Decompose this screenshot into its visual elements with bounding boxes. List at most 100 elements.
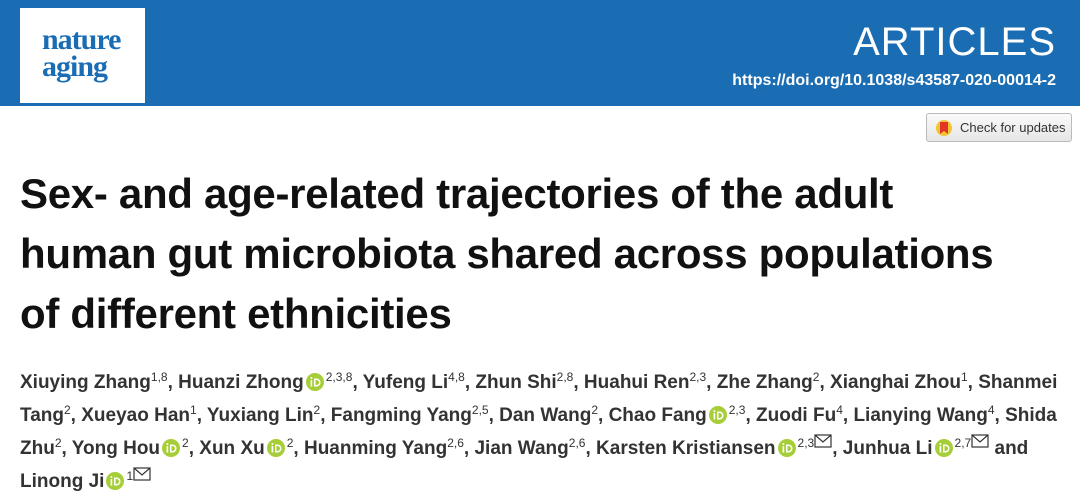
author-name[interactable]: Huanzi Zhong — [178, 372, 304, 393]
author: Junhua Li 2,7 — [842, 434, 989, 459]
author-name[interactable]: Yong Hou — [71, 438, 161, 459]
orcid-icon[interactable] — [708, 406, 727, 424]
logo-bottom: aging — [42, 50, 108, 83]
doi-link[interactable]: https://doi.org/10.1038/s43587-020-00014… — [732, 72, 1056, 89]
check-updates-button[interactable]: Check for updates — [926, 113, 1072, 142]
author: Huahui Ren2,3 — [583, 370, 707, 393]
separator: , — [320, 405, 326, 426]
author: Xun Xu 2 — [199, 436, 294, 459]
affiliation: 2,3 — [689, 370, 707, 384]
author-name[interactable]: Jian Wang — [474, 438, 569, 459]
header-band — [0, 0, 1080, 106]
affiliation: 2 — [313, 403, 321, 417]
author: Yuxiang Lin2 — [206, 403, 321, 426]
affiliation: 4 — [987, 403, 995, 417]
author: Fangming Yang2,5 — [330, 404, 489, 426]
email-icon[interactable] — [814, 434, 832, 448]
author-name[interactable]: Zhun Shi — [475, 372, 557, 393]
author-name[interactable]: Xueyao Han — [81, 405, 190, 426]
author-name[interactable]: Xianghai Zhou — [830, 372, 961, 393]
orcid-icon[interactable] — [777, 439, 796, 457]
separator: , — [832, 438, 838, 459]
affiliation: 2 — [591, 403, 599, 417]
author: Linong Ji 1 — [20, 467, 151, 492]
author-name[interactable]: Yufeng Li — [362, 372, 449, 393]
separator: , — [819, 372, 825, 393]
separator: , — [293, 438, 299, 459]
separator: , — [585, 438, 591, 459]
affiliation: 4,8 — [448, 370, 465, 384]
affiliation: 2,3 — [728, 403, 746, 417]
separator: , — [842, 405, 849, 426]
separator: , — [706, 372, 712, 393]
separator: , — [994, 405, 1000, 426]
affiliation: 2 — [286, 436, 294, 450]
affiliation: 2 — [182, 436, 189, 450]
affiliation: 2,6 — [568, 436, 586, 450]
author-name[interactable]: Linong Ji — [20, 471, 105, 492]
author: Xianghai Zhou1 — [830, 370, 968, 393]
author-list: Xiuying Zhang1,8, Huanzi Zhong 2,3,8, Yuf… — [20, 366, 1070, 498]
author-name[interactable]: Lianying Wang — [853, 405, 988, 426]
separator: , — [967, 372, 973, 393]
check-updates-icon — [936, 119, 952, 136]
orcid-icon[interactable] — [266, 439, 285, 457]
author-name[interactable]: Xun Xu — [199, 438, 265, 459]
separator: , — [196, 405, 202, 426]
article-title: Sex- and age-related trajectories of the… — [20, 164, 994, 344]
author-name[interactable]: Shida Zhu — [20, 405, 1057, 459]
journal-logo[interactable]: nature aging — [20, 8, 145, 103]
separator: , — [463, 438, 470, 459]
affiliation: 2,6 — [447, 436, 464, 450]
author: Jian Wang2,6 — [474, 436, 586, 459]
title-line: Sex- and age-related trajectories of the… — [20, 170, 894, 217]
author-name[interactable]: Huanming Yang — [303, 438, 448, 459]
email-icon[interactable] — [971, 434, 989, 448]
author-name[interactable]: Shanmei Tang — [20, 372, 1058, 426]
orcid-icon[interactable] — [305, 373, 324, 391]
affiliation: 2 — [54, 436, 62, 450]
affiliation: 1 — [126, 469, 134, 483]
author-name[interactable]: Chao Fang — [608, 405, 707, 426]
title-line: human gut microbiota shared across popul… — [20, 230, 994, 277]
affiliation: 2,8 — [556, 370, 574, 384]
logo-top: nature — [42, 23, 121, 56]
separator: , — [488, 405, 494, 426]
author-name[interactable]: Junhua Li — [842, 438, 933, 459]
author: Xiuying Zhang1,8 — [20, 371, 168, 393]
section-label: ARTICLES — [853, 20, 1056, 64]
orcid-icon[interactable] — [162, 439, 181, 457]
author-name[interactable]: Xiuying Zhang — [20, 372, 151, 393]
author-name[interactable]: Huahui Ren — [583, 372, 690, 393]
orcid-icon[interactable] — [106, 472, 125, 490]
affiliation: 2,3,8 — [325, 370, 353, 384]
affiliation: 2 — [63, 403, 71, 417]
email-icon[interactable] — [133, 467, 151, 481]
author: Huanzi Zhong 2,3,8 — [178, 370, 353, 393]
author-name[interactable]: Zuodi Fu — [756, 405, 837, 426]
affiliation: 2,7 — [954, 436, 972, 450]
separator: , — [352, 372, 358, 393]
affiliation: 2,3 — [797, 436, 815, 450]
author: Yong Hou 2 — [71, 436, 189, 459]
title-line: of different ethnicities — [20, 290, 452, 337]
separator: , — [61, 438, 67, 459]
author: Huanming Yang2,6 — [303, 436, 464, 459]
affiliation: 4 — [836, 403, 843, 417]
check-updates-label: Check for updates — [960, 120, 1066, 135]
author-name[interactable]: Dan Wang — [499, 405, 592, 426]
author-name[interactable]: Fangming Yang — [330, 405, 472, 426]
affiliation: 1 — [960, 370, 968, 384]
separator: , — [70, 405, 76, 426]
author: Zhe Zhang2 — [716, 370, 820, 393]
author: Shanmei Tang2 — [20, 372, 1057, 426]
author-name[interactable]: Yuxiang Lin — [206, 405, 314, 426]
author-name[interactable]: Zhe Zhang — [716, 372, 813, 393]
affiliation: 1 — [190, 403, 197, 417]
orcid-icon[interactable] — [934, 439, 953, 457]
author-name[interactable]: Karsten Kristiansen — [596, 438, 776, 459]
separator: , — [464, 372, 471, 393]
author: Karsten Kristiansen 2,3 — [596, 434, 832, 459]
affiliation: 2 — [812, 370, 820, 384]
